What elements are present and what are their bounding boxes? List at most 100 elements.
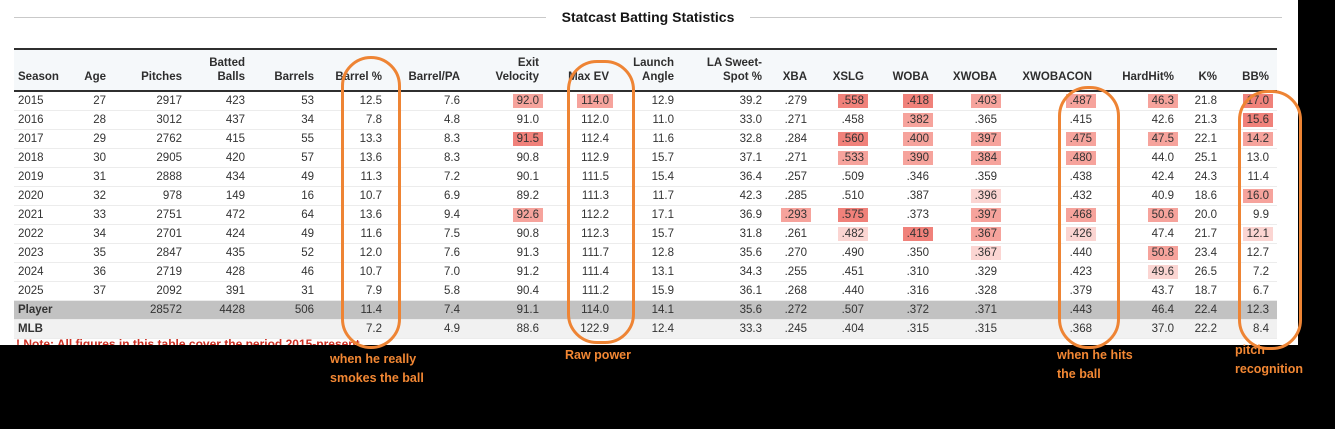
cell-woba: .387 — [872, 186, 937, 206]
column-header-la-sweet-spot-pct[interactable]: LA Sweet- Spot % — [682, 48, 770, 92]
season-cell: 2020 — [14, 186, 74, 206]
season-cell: 2022 — [14, 224, 74, 244]
cell-barrel-pa: 7.4 — [390, 300, 468, 320]
cell-age: 33 — [74, 205, 114, 225]
cell-pitches: 2701 — [114, 224, 190, 244]
cell-barrel-pct: 10.7 — [322, 262, 390, 282]
column-header-bb-pct[interactable]: BB% — [1225, 48, 1277, 92]
cell-xslg: .482 — [815, 224, 872, 244]
cell-barrels: 506 — [253, 300, 322, 320]
cell-barrel-pa: 8.3 — [390, 148, 468, 168]
cell-age: 29 — [74, 129, 114, 149]
column-header-xwoba[interactable]: XWOBA — [937, 48, 1005, 92]
cell-k-pct: 21.3 — [1182, 110, 1225, 130]
barrel-pct-circle-annotation — [341, 56, 401, 349]
cell-barrel-pct: 11.4 — [322, 300, 390, 320]
column-header-exit-velocity[interactable]: Exit Velocity — [468, 48, 547, 92]
cell-batted-balls: 423 — [190, 90, 253, 111]
cell-xwoba: .403 — [937, 90, 1005, 111]
highlighted-value: .384 — [970, 150, 1001, 165]
season-cell: 2019 — [14, 167, 74, 187]
cell-woba: .310 — [872, 262, 937, 282]
cell-la-sweet-spot-pct: 33.0 — [682, 110, 770, 130]
cell-exit-velocity: 90.8 — [468, 224, 547, 244]
cell-xslg: .458 — [815, 110, 872, 130]
table-note: ! Note: All figures in this table cover … — [16, 337, 363, 345]
column-header-pitches[interactable]: Pitches — [114, 48, 190, 92]
cell-max-ev: 111.3 — [547, 186, 617, 206]
cell-batted-balls: 415 — [190, 129, 253, 149]
highlighted-value: .480 — [1065, 150, 1096, 165]
column-header-hardhit-pct[interactable]: HardHit% — [1100, 48, 1182, 92]
cell-xba: .272 — [770, 300, 815, 320]
cell-xwobacon: .432 — [1005, 186, 1100, 206]
cell-xwoba: .315 — [937, 319, 1005, 339]
cell-xba: .257 — [770, 167, 815, 187]
cell-barrel-pct: 11.6 — [322, 224, 390, 244]
cell-la-sweet-spot-pct: 33.3 — [682, 319, 770, 339]
cell-barrel-pa: 9.4 — [390, 205, 468, 225]
cell-xwobacon: .440 — [1005, 243, 1100, 263]
cell-k-pct: 20.0 — [1182, 205, 1225, 225]
highlighted-value: 92.6 — [512, 207, 543, 222]
cell-k-pct: 22.2 — [1182, 319, 1225, 339]
season-cell: 2025 — [14, 281, 74, 301]
cell-barrel-pct: 13.6 — [322, 205, 390, 225]
column-header-batted-balls[interactable]: Batted Balls — [190, 48, 253, 92]
cell-xba: .268 — [770, 281, 815, 301]
cell-woba: .419 — [872, 224, 937, 244]
table-row-mlb: MLB 7.2 4.9 88.6 122.9 12.4 33.3.245.404.315.3… — [14, 319, 1277, 339]
cell-barrels: 55 — [253, 129, 322, 149]
cell-la-sweet-spot-pct: 35.6 — [682, 243, 770, 263]
cell-pitches: 2917 — [114, 90, 190, 111]
cell-k-pct: 21.7 — [1182, 224, 1225, 244]
column-header-xwobacon[interactable]: XWOBACON — [1005, 48, 1100, 92]
cell-barrels: 46 — [253, 262, 322, 282]
cell-hardhit-pct: 46.4 — [1100, 300, 1182, 320]
table-row-2021: 2021 33 2751 472 64 13.6 9.4 92.6 112.2 17.1 36.9.… — [14, 205, 1277, 225]
table-row-2025: 2025 37 2092 391 31 7.9 5.8 90.4 111.2 15.9 36.1.2… — [14, 281, 1277, 301]
column-header-xslg[interactable]: XSLG — [815, 48, 872, 92]
cell-barrels: 49 — [253, 224, 322, 244]
cell-xwoba: .365 — [937, 110, 1005, 130]
cell-hardhit-pct: 42.6 — [1100, 110, 1182, 130]
column-header-xba[interactable]: XBA — [770, 48, 815, 92]
cell-xslg: .558 — [815, 90, 872, 111]
highlighted-value: .558 — [837, 93, 868, 108]
cell-xwoba: .397 — [937, 205, 1005, 225]
cell-barrels — [253, 319, 322, 339]
column-header-season[interactable]: Season — [14, 48, 74, 92]
cell-xwoba: .328 — [937, 281, 1005, 301]
highlighted-value: .419 — [902, 226, 933, 241]
highlighted-value: .397 — [970, 207, 1001, 222]
column-header-woba[interactable]: WOBA — [872, 48, 937, 92]
column-header-barrels[interactable]: Barrels — [253, 48, 322, 92]
season-cell: 2015 — [14, 90, 74, 111]
highlighted-value: 50.8 — [1147, 245, 1178, 260]
cell-xwoba: .367 — [937, 243, 1005, 263]
cell-age: 27 — [74, 90, 114, 111]
highlighted-value: .367 — [970, 226, 1001, 241]
cell-max-ev: 112.9 — [547, 148, 617, 168]
cell-batted-balls: 420 — [190, 148, 253, 168]
season-cell: 2016 — [14, 110, 74, 130]
cell-max-ev: 111.7 — [547, 243, 617, 263]
column-header-barrel-pa[interactable]: Barrel/PA — [390, 48, 468, 92]
barrel-pct-handwritten-note: when he really smokes the ball — [330, 352, 424, 385]
cell-barrel-pa: 6.9 — [390, 186, 468, 206]
column-header-age[interactable]: Age — [74, 48, 114, 92]
cell-batted-balls: 428 — [190, 262, 253, 282]
cell-barrel-pa: 8.3 — [390, 129, 468, 149]
cell-barrels: 64 — [253, 205, 322, 225]
table-row-2016: 2016 28 3012 437 34 7.8 4.8 91.0 112.0 11.0 33.0.2… — [14, 110, 1277, 130]
cell-xslg: .560 — [815, 129, 872, 149]
cell-barrels: 49 — [253, 167, 322, 187]
cell-batted-balls — [190, 319, 253, 339]
column-header-k-pct[interactable]: K% — [1182, 48, 1225, 92]
cell-pitches — [114, 319, 190, 339]
table-row-2018: 2018 30 2905 420 57 13.6 8.3 90.8 112.9 15.7 37.1.… — [14, 148, 1277, 168]
cell-woba: .315 — [872, 319, 937, 339]
cell-age: 35 — [74, 243, 114, 263]
cell-exit-velocity: 91.2 — [468, 262, 547, 282]
xwobacon-circle-annotation — [1058, 86, 1120, 349]
